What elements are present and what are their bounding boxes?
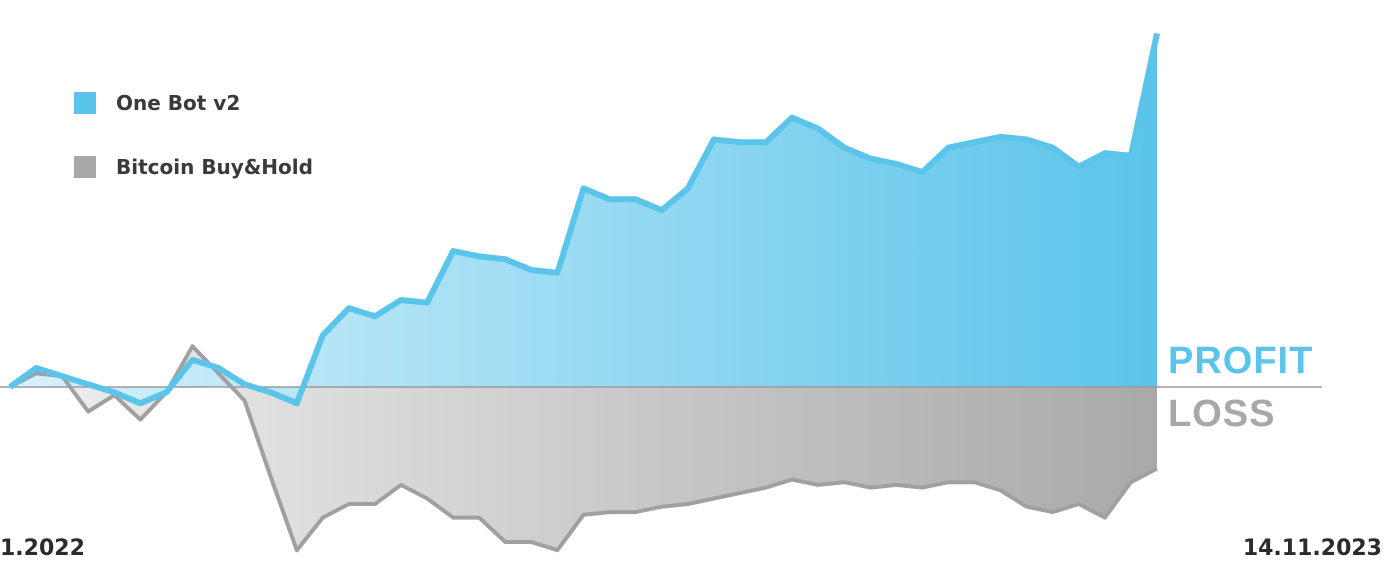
legend-swatch-bitcoin: [74, 156, 96, 178]
loss-label: LOSS: [1168, 393, 1276, 435]
legend: One Bot v2 Bitcoin Buy&Hold: [74, 88, 313, 216]
profit-label: PROFIT: [1168, 340, 1314, 382]
legend-item-bitcoin: Bitcoin Buy&Hold: [74, 152, 313, 182]
legend-label-onebot: One Bot v2: [116, 91, 241, 115]
bitcoin-line: [9, 344, 1158, 553]
end-date-label: 14.11.2023: [1242, 536, 1382, 561]
legend-label-bitcoin: Bitcoin Buy&Hold: [116, 155, 313, 179]
onebot-area: [10, 33, 1157, 404]
legend-item-onebot: One Bot v2: [74, 88, 313, 118]
legend-swatch-onebot: [74, 92, 96, 114]
start-date-label: 1.2022: [0, 536, 85, 561]
onebot-line: [8, 32, 1160, 407]
